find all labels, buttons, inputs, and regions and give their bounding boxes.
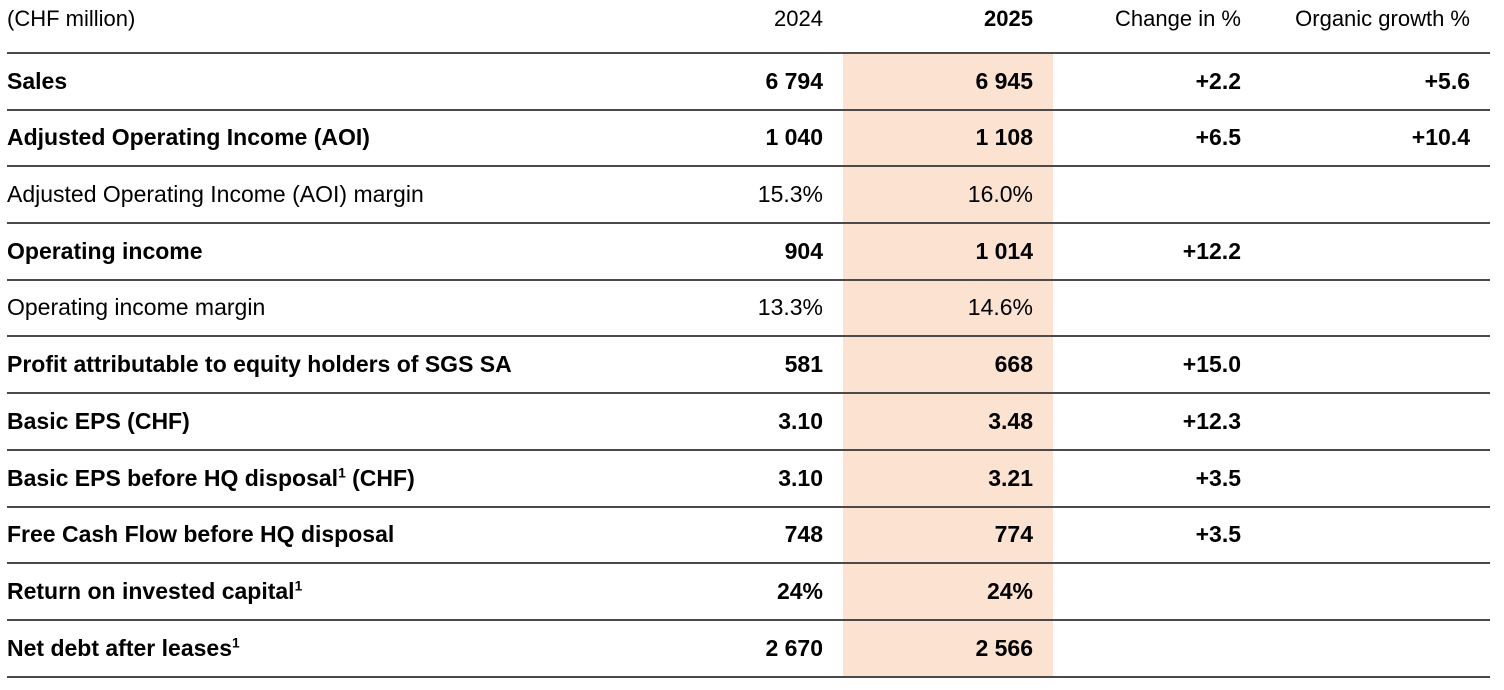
value-2025: 774 (843, 507, 1053, 563)
row-label-text: Profit attributable to equity holders of… (7, 351, 512, 378)
value-2024: 3.10 (778, 464, 823, 491)
row-label-suffix: (CHF) (345, 464, 415, 491)
value-organic: +5.6 (1424, 67, 1470, 94)
footnote-superscript: 1 (294, 578, 303, 594)
footnote-superscript: 1 (231, 634, 240, 650)
column-header-2025: 2025 (984, 6, 1033, 31)
value-2024: 581 (784, 351, 823, 378)
row-label: Sales (7, 67, 703, 94)
value-2024: 15.3% (757, 181, 823, 208)
table-row: Operating income 904 1 014 +12.2 (7, 222, 1490, 279)
value-2024: 2 670 (765, 634, 823, 661)
row-label: Adjusted Operating Income (AOI) (7, 125, 703, 150)
value-change: +12.2 (1182, 237, 1241, 264)
row-label: Profit attributable to equity holders of… (7, 351, 703, 378)
value-change: +12.3 (1182, 407, 1241, 434)
row-label: Return on invested capital1 (7, 577, 703, 604)
value-change: +6.5 (1195, 124, 1241, 151)
table-row: Net debt after leases1 2 670 2 566 (7, 618, 1490, 676)
row-label-text: Net debt after leases (7, 634, 232, 661)
table-row: Operating income margin 13.3% 14.6% (7, 278, 1490, 336)
row-label-text: Adjusted Operating Income (AOI) (7, 124, 370, 151)
table-header-row: (CHF million) 2024 2025 Change in % Orga… (7, 0, 1490, 52)
row-label: Basic EPS (CHF) (7, 407, 703, 434)
table-row: Basic EPS (CHF) 3.10 3.48 +12.3 (7, 392, 1490, 449)
row-label-text: Free Cash Flow before HQ disposal (7, 521, 395, 548)
value-2025: 16.0% (843, 167, 1053, 223)
value-2025: 1 014 (843, 224, 1053, 279)
value-2024: 13.3% (757, 294, 823, 321)
value-2024: 748 (784, 521, 823, 548)
column-header-organic: Organic growth % (1295, 6, 1470, 31)
value-2025: 24% (843, 564, 1053, 619)
row-label-text: Operating income margin (7, 294, 266, 321)
row-label: Free Cash Flow before HQ disposal (7, 522, 703, 547)
row-label-text: Operating income (7, 237, 203, 264)
value-2024: 1 040 (765, 124, 823, 151)
row-label: Net debt after leases1 (7, 634, 703, 661)
value-2025: 1 108 (843, 110, 1053, 166)
table-row: Free Cash Flow before HQ disposal 748 77… (7, 505, 1490, 563)
value-2025: 6 945 (843, 54, 1053, 109)
value-2024: 6 794 (765, 67, 823, 94)
value-2025: 3.48 (843, 394, 1053, 449)
table-row: Adjusted Operating Income (AOI) margin 1… (7, 165, 1490, 223)
row-label: Adjusted Operating Income (AOI) margin (7, 181, 703, 208)
value-change: +2.2 (1195, 67, 1241, 94)
value-2025: 14.6% (843, 280, 1053, 336)
table-row: Basic EPS before HQ disposal1 (CHF) 3.10… (7, 448, 1490, 506)
value-organic: +10.4 (1411, 124, 1470, 151)
financial-highlights-table: (CHF million) 2024 2025 Change in % Orga… (7, 0, 1490, 678)
row-label: Operating income margin (7, 295, 703, 320)
row-label-text: Sales (7, 67, 68, 94)
table-row: Adjusted Operating Income (AOI) 1 040 1 … (7, 108, 1490, 166)
value-2024: 24% (776, 577, 823, 604)
table-row: Profit attributable to equity holders of… (7, 335, 1490, 393)
value-2025: 668 (843, 337, 1053, 393)
value-2024: 3.10 (778, 407, 823, 434)
value-2024: 904 (784, 237, 823, 264)
footnote-superscript: 1 (338, 464, 346, 480)
column-header-change: Change in % (1115, 6, 1241, 31)
row-label-text: Basic EPS before HQ disposal (7, 464, 339, 491)
row-label: Basic EPS before HQ disposal1 (CHF) (7, 464, 703, 491)
value-change: +15.0 (1182, 351, 1241, 378)
value-2025: 2 566 (843, 620, 1053, 676)
unit-label: (CHF million) (7, 6, 136, 31)
column-header-2024: 2024 (774, 6, 823, 31)
row-label-text: Basic EPS (CHF) (7, 407, 190, 434)
table-body: Sales 6 794 6 945 +2.2 +5.6 Adjusted Ope… (7, 52, 1490, 676)
table-row: Sales 6 794 6 945 +2.2 +5.6 (7, 52, 1490, 109)
value-2025: 3.21 (843, 450, 1053, 506)
row-label: Operating income (7, 237, 703, 264)
row-label-text: Return on invested capital (7, 577, 295, 604)
table-row: Return on invested capital1 24% 24% (7, 562, 1490, 619)
row-label-text: Adjusted Operating Income (AOI) margin (7, 181, 424, 208)
value-change: +3.5 (1195, 464, 1241, 491)
value-change: +3.5 (1195, 521, 1241, 548)
